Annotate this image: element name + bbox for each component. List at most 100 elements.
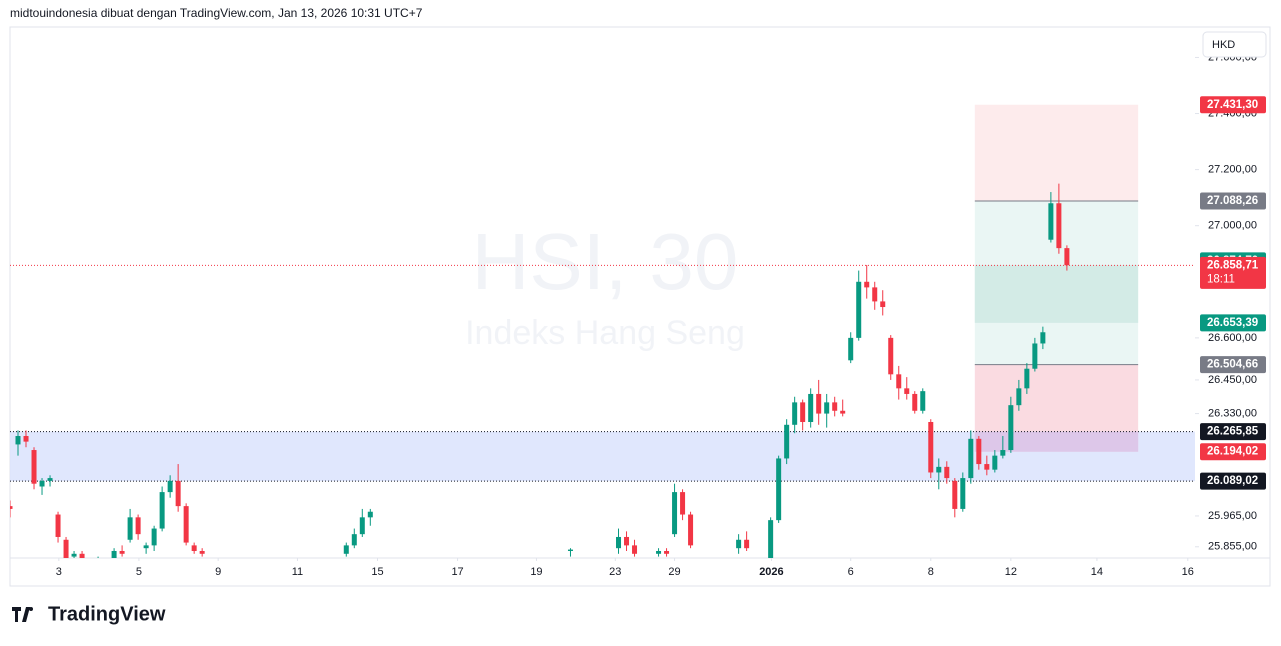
candle-body bbox=[672, 492, 678, 535]
candle-body bbox=[127, 517, 133, 540]
x-tick-label: 14 bbox=[1091, 566, 1103, 578]
candle-body bbox=[664, 550, 670, 554]
candle-body bbox=[656, 550, 662, 554]
price-label: 26.194,02 bbox=[1207, 446, 1258, 458]
price-label-box bbox=[1200, 314, 1266, 332]
candle-body bbox=[736, 539, 742, 549]
x-tick-label: 5 bbox=[136, 566, 142, 578]
y-tick-label: 25.965,00 bbox=[1208, 510, 1257, 522]
candle-body bbox=[167, 480, 173, 493]
candle-body bbox=[63, 539, 69, 558]
price-countdown: 18:11 bbox=[1207, 273, 1235, 285]
candle-body bbox=[904, 388, 910, 394]
zone bbox=[974, 265, 1139, 323]
x-tick-label: 23 bbox=[609, 566, 621, 578]
logo-dot bbox=[29, 607, 33, 611]
candle-body bbox=[952, 480, 958, 509]
candle-body bbox=[175, 480, 181, 507]
candle-body bbox=[880, 301, 886, 308]
candle-body bbox=[976, 438, 982, 465]
x-tick-label: 3 bbox=[56, 566, 62, 578]
candle-body bbox=[119, 550, 125, 554]
axes: 27.600,0027.400,0027.200,0027.000,0026.6… bbox=[56, 51, 1266, 578]
candle-body bbox=[39, 480, 45, 487]
candle-body bbox=[367, 511, 373, 518]
frame bbox=[9, 26, 1271, 587]
x-tick-label: 8 bbox=[928, 566, 934, 578]
price-label-box bbox=[1200, 443, 1266, 461]
candle-body bbox=[71, 553, 77, 557]
candle-body bbox=[47, 478, 53, 481]
x-tick-label: 16 bbox=[1182, 566, 1194, 578]
watermark: HSI, 30 bbox=[472, 217, 739, 306]
candle-body bbox=[824, 402, 830, 414]
candle-body bbox=[143, 545, 149, 549]
x-tick-label: 15 bbox=[371, 566, 383, 578]
zone bbox=[974, 104, 1139, 201]
candle-body bbox=[680, 492, 686, 515]
header: midtouindonesia dibuat dengan TradingVie… bbox=[10, 6, 423, 20]
candle-body bbox=[968, 438, 974, 479]
candle-body bbox=[1000, 450, 1006, 456]
logo-text: TradingView bbox=[48, 603, 166, 625]
currency[interactable]: HKD bbox=[1212, 39, 1235, 51]
logo-icon bbox=[12, 607, 30, 622]
candle-body bbox=[1016, 388, 1022, 406]
candle-body bbox=[1048, 203, 1054, 240]
candle-body bbox=[864, 281, 870, 288]
candle-body bbox=[768, 520, 774, 558]
candle-body bbox=[872, 287, 878, 302]
candle-body bbox=[960, 478, 966, 509]
candle-body bbox=[920, 391, 926, 411]
x-tick-label: 2026 bbox=[759, 566, 783, 578]
y-tick-label: 27.000,00 bbox=[1208, 220, 1257, 232]
price-label: 26.089,02 bbox=[1207, 475, 1258, 487]
y-tick-label: 27.200,00 bbox=[1208, 164, 1257, 176]
price-label-box bbox=[1200, 472, 1266, 490]
candle-body bbox=[624, 536, 630, 546]
candle-body bbox=[992, 455, 998, 470]
x-tick-label: 12 bbox=[1005, 566, 1017, 578]
candle-body bbox=[351, 534, 357, 546]
candle-body bbox=[183, 506, 189, 543]
candle-body bbox=[888, 337, 894, 375]
candle-body bbox=[359, 517, 365, 535]
candle-body bbox=[151, 528, 157, 546]
y-tick-label: 26.330,00 bbox=[1208, 407, 1257, 419]
candle-body bbox=[1024, 368, 1030, 389]
y-tick-label: 26.450,00 bbox=[1208, 374, 1257, 386]
candle-body bbox=[744, 539, 750, 549]
price-label-box bbox=[1200, 256, 1266, 289]
candle-body bbox=[343, 545, 349, 554]
x-tick-label: 29 bbox=[668, 566, 680, 578]
price-label-box bbox=[1200, 423, 1266, 441]
candle-body bbox=[55, 514, 61, 537]
price-label: 26.504,66 bbox=[1207, 359, 1258, 371]
price-label: 27.088,26 bbox=[1207, 195, 1258, 207]
candle-body bbox=[1040, 332, 1046, 344]
candle-body bbox=[159, 492, 165, 529]
price-label: 26.265,85 bbox=[1207, 426, 1259, 438]
candle-body bbox=[944, 466, 950, 479]
candle-body bbox=[688, 514, 694, 546]
candle-body bbox=[199, 550, 205, 554]
candle-body bbox=[832, 402, 838, 411]
currency-button[interactable] bbox=[1202, 31, 1267, 58]
candle-body bbox=[96, 562, 101, 568]
watermark-subtitle: Indeks Hang Seng bbox=[465, 314, 745, 352]
candle-body bbox=[23, 436, 29, 442]
candle-body bbox=[776, 458, 782, 521]
price-label: 26.653,39 bbox=[1207, 317, 1258, 329]
candle-body bbox=[1032, 343, 1038, 369]
candle-body bbox=[135, 517, 141, 535]
candle-body bbox=[10, 506, 13, 509]
candle-body bbox=[856, 281, 862, 338]
candle-body bbox=[191, 545, 197, 551]
candle-body bbox=[816, 393, 822, 414]
candle-body bbox=[896, 374, 902, 389]
candle-body bbox=[936, 466, 942, 473]
price-label-box bbox=[1200, 356, 1266, 374]
candle-body bbox=[808, 393, 814, 422]
price-label: 26.858,71 bbox=[1207, 259, 1259, 271]
